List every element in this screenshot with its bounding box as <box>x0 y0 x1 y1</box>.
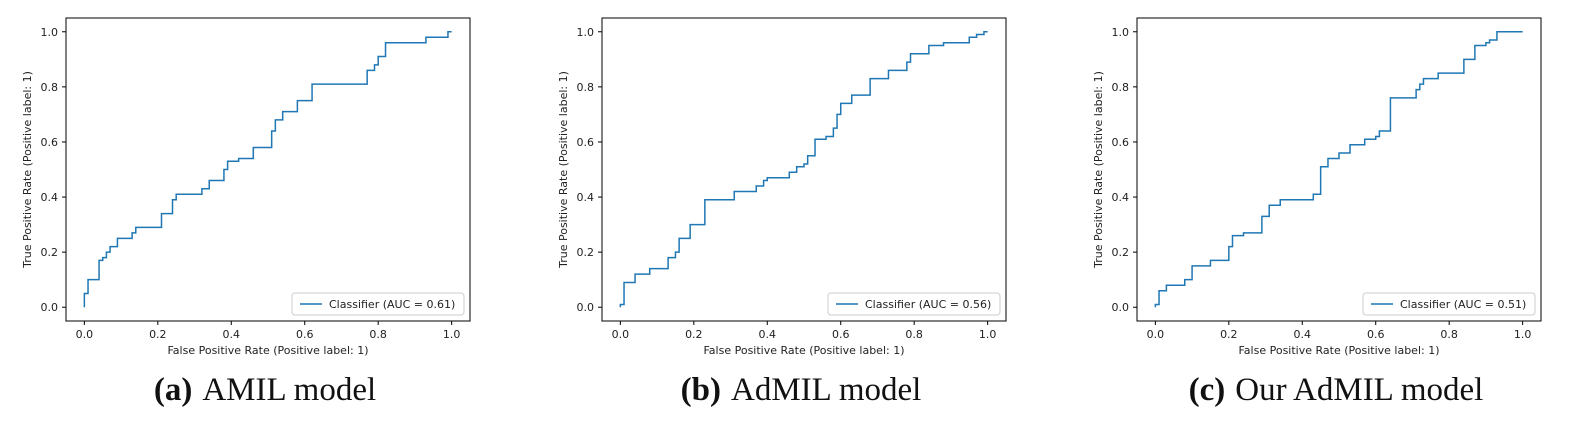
x-tick-label: 0.8 <box>369 328 387 341</box>
y-tick-label: 0.2 <box>577 246 595 259</box>
y-tick-label: 0.8 <box>41 81 59 94</box>
roc-curve-line <box>83 31 452 308</box>
y-tick-label: 0.6 <box>41 136 59 149</box>
roc-curve-line <box>1154 31 1523 308</box>
x-tick-label: 1.0 <box>443 328 461 341</box>
plot-frame <box>1136 17 1542 322</box>
x-tick-label: 1.0 <box>1514 328 1532 341</box>
y-tick-label: 0.6 <box>577 136 595 149</box>
y-axis-label: True Positive Rate (Positive label: 1) <box>21 71 34 269</box>
roc-chart-c: 0.0 0.2 0.4 0.6 0.8 1.0 0.0 0.2 0.4 0.6 0.8 1.0 Fals… <box>1092 17 1542 357</box>
y-tick-label: 1.0 <box>577 26 595 39</box>
panel-b: 0.0 0.2 0.4 0.6 0.8 1.0 0.0 0.2 0.4 0.6 0.8 1.0 Fals… <box>536 0 1066 438</box>
plot-frame <box>601 17 1007 322</box>
x-tick-label: 0.8 <box>905 328 923 341</box>
panel-c: 0.0 0.2 0.4 0.6 0.8 1.0 0.0 0.2 0.4 0.6 0.8 1.0 Fals… <box>1071 0 1591 438</box>
x-tick-label: 0.6 <box>1367 328 1385 341</box>
roc-curve-line <box>619 31 988 308</box>
y-tick-label: 0.2 <box>1112 246 1130 259</box>
x-axis-label: False Positive Rate (Positive label: 1) <box>703 344 904 357</box>
x-tick-label: 0.4 <box>1294 328 1312 341</box>
legend-entry: Classifier (AUC = 0.61) <box>329 298 455 311</box>
caption-b: (b) AdMIL model <box>536 372 1066 409</box>
x-tick-label: 0.8 <box>1440 328 1458 341</box>
y-tick-label: 0.8 <box>1112 81 1130 94</box>
caption-text: AMIL model <box>202 372 377 408</box>
caption-tag: (a) <box>153 372 193 408</box>
x-tick-label: 0.0 <box>76 328 94 341</box>
caption-a: (a) AMIL model <box>0 372 530 409</box>
caption-text: AdMIL model <box>731 372 922 408</box>
x-tick-label: 0.4 <box>223 328 241 341</box>
y-tick-label: 0.8 <box>577 81 595 94</box>
y-tick-label: 1.0 <box>1112 26 1130 39</box>
legend-entry: Classifier (AUC = 0.51) <box>1400 298 1526 311</box>
x-tick-label: 0.0 <box>612 328 630 341</box>
roc-chart-b: 0.0 0.2 0.4 0.6 0.8 1.0 0.0 0.2 0.4 0.6 0.8 1.0 Fals… <box>557 17 1007 357</box>
y-tick-label: 0.4 <box>41 191 59 204</box>
x-tick-label: 0.2 <box>149 328 167 341</box>
x-tick-label: 1.0 <box>979 328 997 341</box>
y-tick-label: 1.0 <box>41 26 59 39</box>
y-axis-label: True Positive Rate (Positive label: 1) <box>557 71 570 269</box>
caption-tag: (b) <box>680 372 721 408</box>
x-tick-label: 0.6 <box>296 328 314 341</box>
legend-box <box>1362 292 1536 316</box>
y-tick-label: 0.4 <box>577 191 595 204</box>
caption-c: (c) Our AdMIL model <box>1071 372 1591 409</box>
legend-box <box>827 292 1001 316</box>
roc-chart-a: 0.0 0.2 0.4 0.6 0.8 1.0 0.0 0.2 0.4 0.6 0.8 1.0 Fals… <box>21 17 471 357</box>
x-axis-label: False Positive Rate (Positive label: 1) <box>1238 344 1439 357</box>
y-tick-label: 0.0 <box>577 301 595 314</box>
y-tick-label: 0.2 <box>41 246 59 259</box>
plot-frame <box>65 17 471 322</box>
legend-entry: Classifier (AUC = 0.56) <box>865 298 991 311</box>
x-tick-label: 0.6 <box>832 328 850 341</box>
x-tick-label: 0.0 <box>1147 328 1165 341</box>
x-tick-label: 0.2 <box>685 328 703 341</box>
x-axis-label: False Positive Rate (Positive label: 1) <box>167 344 368 357</box>
y-tick-label: 0.4 <box>1112 191 1130 204</box>
y-axis-label: True Positive Rate (Positive label: 1) <box>1092 71 1105 269</box>
x-tick-label: 0.4 <box>759 328 777 341</box>
caption-text: Our AdMIL model <box>1235 372 1484 408</box>
legend-box <box>291 292 465 316</box>
y-tick-label: 0.0 <box>41 301 59 314</box>
caption-tag: (c) <box>1188 372 1226 408</box>
y-tick-label: 0.0 <box>1112 301 1130 314</box>
y-tick-label: 0.6 <box>1112 136 1130 149</box>
x-tick-label: 0.2 <box>1220 328 1238 341</box>
panel-a: 0.0 0.2 0.4 0.6 0.8 1.0 0.0 0.2 0.4 0.6 0.8 1.0 Fals… <box>0 0 530 438</box>
